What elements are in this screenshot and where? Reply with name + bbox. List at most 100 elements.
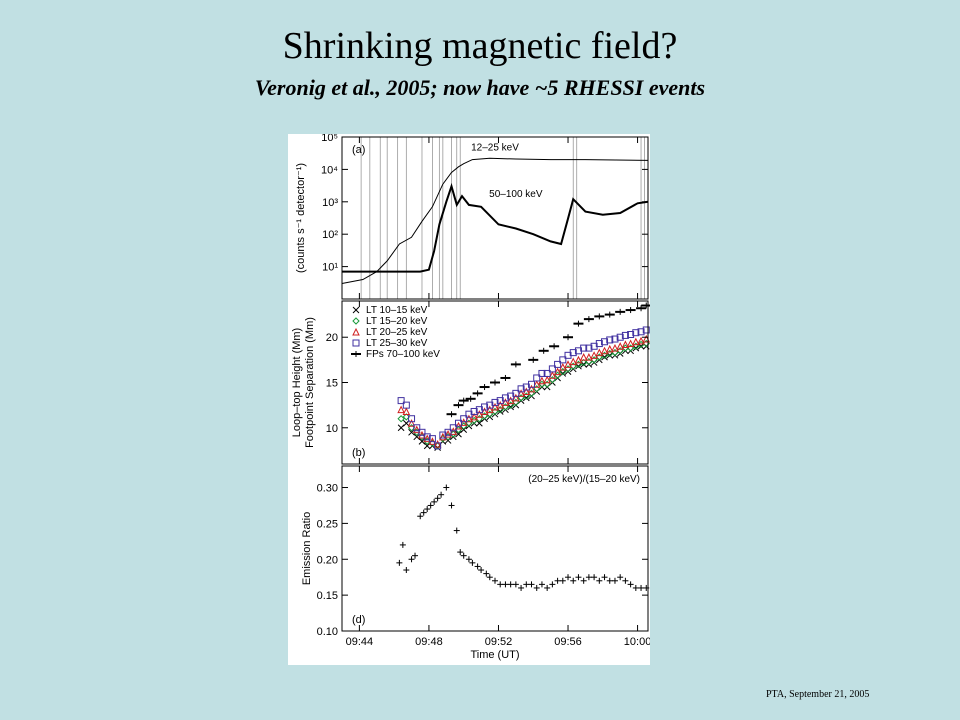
data-point-b-s3 bbox=[413, 424, 421, 432]
data-point-b-s4 bbox=[573, 320, 584, 327]
data-point-b-s2 bbox=[574, 355, 583, 364]
data-point-b-s0-b bbox=[496, 408, 504, 415]
data-point-d bbox=[469, 559, 476, 566]
data-point-b-s3 bbox=[428, 435, 436, 443]
legend-marker-b-s3 bbox=[352, 339, 360, 347]
data-point-b-s2 bbox=[407, 419, 416, 427]
data-point-b-s1 bbox=[480, 412, 489, 420]
data-point-b-s3 bbox=[460, 415, 468, 423]
data-point-d bbox=[497, 581, 504, 588]
data-point-b-s4 bbox=[446, 411, 457, 418]
data-point-b-s0-b bbox=[507, 403, 515, 411]
data-point-b-s4 bbox=[625, 307, 636, 314]
data-point-b-s4 bbox=[604, 311, 615, 318]
data-point-b-s3 bbox=[512, 389, 520, 397]
series-label-50-100kev: 50–100 keV bbox=[489, 189, 543, 200]
data-point-d bbox=[591, 574, 598, 581]
data-point-b-s4 bbox=[479, 384, 490, 391]
legend-marker-b-s4 bbox=[351, 351, 361, 357]
data-point-d bbox=[427, 502, 434, 509]
data-point-b-s3 bbox=[533, 374, 541, 382]
data-point-b-s1 bbox=[527, 389, 536, 398]
data-point-d bbox=[570, 577, 577, 584]
data-point-d bbox=[483, 570, 490, 577]
data-point-b-s1 bbox=[465, 419, 473, 427]
data-point-b-s1 bbox=[491, 407, 499, 416]
ylabel-b-line2: Footpoint Separation (Mm) bbox=[304, 317, 316, 448]
data-point-b-s2 bbox=[616, 342, 624, 350]
data-point-b-s3 bbox=[402, 401, 410, 409]
ytick-label-d: 0.15 bbox=[317, 590, 338, 602]
data-point-b-s3 bbox=[444, 428, 452, 436]
data-point-b-s0-b bbox=[632, 344, 640, 352]
ytick-label-b: 15 bbox=[326, 378, 338, 390]
data-point-b-s3 bbox=[470, 407, 478, 415]
data-point-b-s2 bbox=[585, 353, 593, 361]
data-point-b-s4 bbox=[458, 397, 469, 404]
data-point-b-s2 bbox=[553, 367, 562, 376]
data-point-b-s3 bbox=[543, 369, 551, 377]
data-point-b-s1 bbox=[486, 410, 494, 418]
data-point-d bbox=[502, 581, 509, 588]
ytick-label-d: 0.25 bbox=[317, 518, 338, 530]
panel-frame-d bbox=[341, 465, 649, 632]
data-point-b-s2 bbox=[512, 393, 520, 402]
data-point-d bbox=[420, 509, 427, 516]
data-point-b-s2 bbox=[527, 384, 536, 393]
data-point-b-s1 bbox=[533, 385, 541, 393]
data-point-b-s2 bbox=[621, 340, 630, 348]
ytick-label-d: 0.10 bbox=[317, 626, 338, 638]
data-point-d bbox=[523, 581, 530, 588]
data-point-b-s1 bbox=[506, 401, 515, 409]
data-point-b-s2 bbox=[449, 427, 458, 435]
series-label-d: (20–25 keV)/(15–20 keV) bbox=[528, 474, 640, 485]
panel-label-b: (b) bbox=[352, 447, 365, 459]
data-point-b-s2 bbox=[548, 371, 557, 379]
data-point-b-s2 bbox=[439, 432, 447, 441]
legend-marker-b-s1 bbox=[352, 317, 360, 325]
data-point-b-s2 bbox=[611, 343, 619, 352]
data-point-b-s4 bbox=[490, 379, 500, 386]
data-point-b-s1 bbox=[616, 347, 624, 355]
data-point-d bbox=[596, 577, 603, 584]
data-point-b-s4 bbox=[465, 395, 476, 402]
xtick-label: 09:48 bbox=[415, 636, 443, 648]
data-point-b-s2 bbox=[465, 414, 473, 423]
data-point-b-s4 bbox=[528, 356, 539, 363]
data-point-b-s4 bbox=[472, 390, 483, 397]
data-point-b-s2 bbox=[412, 425, 421, 434]
xtick-label: 09:56 bbox=[554, 636, 582, 648]
data-point-d bbox=[518, 584, 525, 591]
data-point-d bbox=[474, 563, 481, 570]
data-point-b-s3 bbox=[585, 344, 593, 352]
data-point-b-s0-b bbox=[575, 362, 582, 370]
data-point-d bbox=[417, 513, 424, 520]
data-point-d bbox=[580, 577, 587, 584]
data-point-b-s4 bbox=[563, 334, 574, 341]
data-point-b-s2 bbox=[637, 336, 645, 345]
data-point-d bbox=[512, 581, 519, 588]
data-point-d bbox=[575, 574, 582, 581]
data-point-d bbox=[453, 527, 460, 534]
ylabel-b-line1: Loop–top Height (Mm) bbox=[291, 328, 303, 437]
legend-label-b-s0: LT 10–15 keV bbox=[366, 305, 428, 316]
data-point-b-s1 bbox=[632, 342, 640, 350]
data-point-b-s4 bbox=[500, 374, 511, 381]
data-point-d bbox=[533, 584, 540, 591]
data-point-b-s3 bbox=[606, 336, 614, 344]
data-point-b-s3 bbox=[601, 338, 609, 346]
data-point-b-s1 bbox=[512, 398, 520, 407]
data-point-b-s1 bbox=[595, 353, 604, 361]
data-point-b-s2 bbox=[496, 401, 505, 409]
data-point-b-s2 bbox=[605, 344, 614, 353]
data-point-d bbox=[617, 574, 624, 581]
data-point-d bbox=[565, 574, 572, 581]
data-point-b-s3 bbox=[554, 360, 562, 368]
data-point-b-s3 bbox=[632, 329, 640, 337]
data-point-b-s3 bbox=[559, 356, 567, 364]
data-point-b-s3 bbox=[538, 369, 546, 377]
data-point-b-s4 bbox=[615, 308, 626, 315]
data-point-d bbox=[457, 549, 464, 556]
data-point-b-s2 bbox=[632, 337, 640, 346]
data-point-d bbox=[408, 556, 415, 563]
